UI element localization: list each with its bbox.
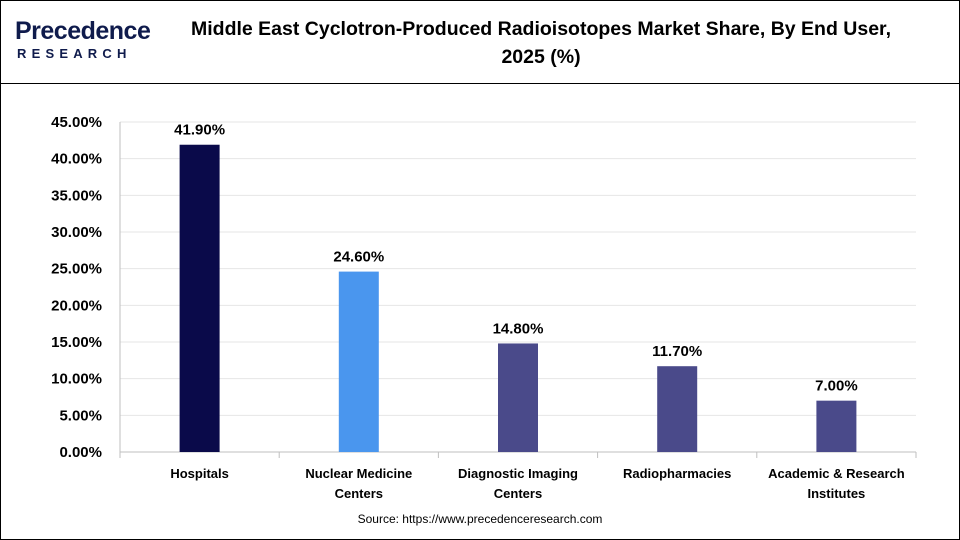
y-tick-label: 30.00% xyxy=(51,224,102,241)
x-tick-label: Radiopharmacies xyxy=(623,466,731,481)
bar xyxy=(657,366,698,452)
data-label: 7.00% xyxy=(815,378,858,395)
brand-logo: Precedence RESEARCH xyxy=(15,17,165,67)
x-tick-labels: Hospitals Nuclear Medicine Centers Diagnost… xyxy=(170,466,904,501)
brand-subtitle: RESEARCH xyxy=(17,46,132,61)
x-tick-label: Diagnostic Imaging xyxy=(458,466,578,481)
header: Precedence RESEARCH Middle East Cyclotro… xyxy=(1,1,959,84)
y-tick-label: 25.00% xyxy=(51,261,102,278)
y-tick-label: 15.00% xyxy=(51,334,102,351)
bar xyxy=(179,144,220,452)
x-tick-label: Nuclear Medicine xyxy=(305,466,412,481)
y-tick-label: 35.00% xyxy=(51,187,102,204)
y-tick-label: 45.00% xyxy=(51,114,102,131)
gridlines xyxy=(120,121,916,416)
bar xyxy=(338,271,379,452)
y-tick-label: 10.00% xyxy=(51,371,102,388)
x-tick-label: Hospitals xyxy=(170,466,229,481)
y-tick-label: 5.00% xyxy=(59,407,102,424)
data-label: 11.70% xyxy=(652,343,702,360)
bar xyxy=(498,343,538,452)
x-tick-label: Centers xyxy=(335,486,383,501)
y-tick-label: 0.00% xyxy=(59,444,102,461)
bar xyxy=(816,400,857,452)
x-tick-label: Centers xyxy=(494,486,542,501)
bar-chart: 0.00% 5.00% 10.00% 15.00% 20.00% 25.00% 30.00%… xyxy=(51,114,917,501)
y-tick-label: 40.00% xyxy=(51,151,102,168)
x-tick-label: Academic & Research xyxy=(768,466,905,481)
y-tick-label: 20.00% xyxy=(51,297,102,314)
chart-title: Middle East Cyclotron-Produced Radioisot… xyxy=(191,18,891,68)
y-tick-labels: 0.00% 5.00% 10.00% 15.00% 20.00% 25.00% 30.00%… xyxy=(51,114,102,461)
data-label: 14.80% xyxy=(493,320,544,337)
data-labels: 41.90% 24.60% 14.80% 11.70% 7.00% xyxy=(174,122,858,395)
data-label: 41.90% xyxy=(174,122,225,139)
brand-name: Precedence xyxy=(15,17,151,45)
source-note: Source: https://www.precedenceresearch.c… xyxy=(357,512,603,526)
data-label: 24.60% xyxy=(333,249,384,266)
bars xyxy=(179,144,857,452)
x-tick-label: Institutes xyxy=(808,486,866,501)
